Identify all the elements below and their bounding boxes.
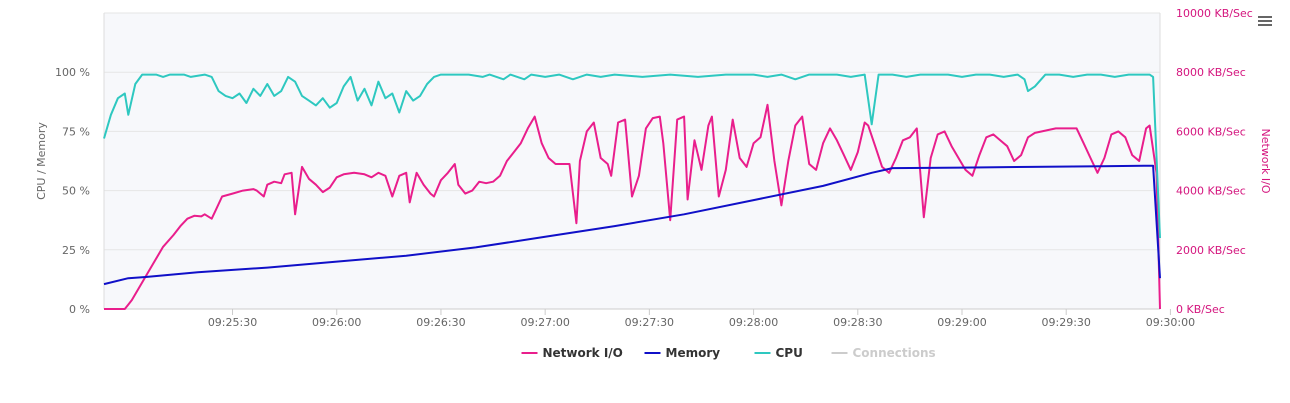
x-tick-label: 09:28:30: [833, 316, 882, 329]
legend-label: Connections: [853, 346, 936, 360]
series-line-cpu: [103, 73, 1161, 239]
series-group: [103, 73, 1161, 310]
y-left-tick-label: 100 %: [55, 66, 90, 79]
legend-label: Network I/O: [543, 346, 623, 360]
x-tick-label: 09:29:30: [1042, 316, 1091, 329]
y-right-tick-label: 10000 KB/Sec: [1176, 7, 1253, 20]
legend[interactable]: Network I/O Memory CPU Connections: [521, 346, 936, 360]
x-tick-label: 09:27:30: [625, 316, 674, 329]
grid: [103, 12, 1161, 310]
y-axis-left: 0 % 25 % 50 % 75 % 100 %: [55, 66, 90, 316]
legend-item-connections[interactable]: Connections: [831, 346, 936, 360]
x-tick-label: 09:27:00: [520, 316, 569, 329]
y-right-tick-label: 4000 KB/Sec: [1176, 185, 1246, 198]
legend-item-memory[interactable]: Memory: [644, 346, 721, 360]
x-axis: 09:25:30 09:26:00 09:26:30 09:27:00 09:27:30…: [208, 309, 1195, 329]
series-line-network-i-o: [104, 103, 1161, 310]
plot-background: [104, 13, 1160, 309]
x-tick-label: 09:26:30: [416, 316, 465, 329]
y-right-tick-label: 2000 KB/Sec: [1176, 244, 1246, 257]
y-right-tick-label: 6000 KB/Sec: [1176, 125, 1246, 138]
y-left-tick-label: 0 %: [69, 303, 90, 316]
x-tick-label: 09:26:00: [312, 316, 361, 329]
y-axis-right: 0 KB/Sec 2000 KB/Sec 4000 KB/Sec 6000 KB/Se…: [1176, 7, 1253, 316]
legend-item-network-i-o[interactable]: Network I/O: [521, 346, 623, 360]
y-left-tick-label: 50 %: [62, 185, 90, 198]
legend-label: CPU: [776, 346, 803, 360]
y-left-tick-label: 75 %: [62, 125, 90, 138]
y-right-tick-label: 8000 KB/Sec: [1176, 66, 1246, 79]
x-tick-label: 09:29:00: [937, 316, 986, 329]
y-left-tick-label: 25 %: [62, 244, 90, 257]
x-tick-label: 09:28:00: [729, 316, 778, 329]
legend-item-cpu[interactable]: CPU: [754, 346, 803, 360]
y-axis-right-title: Network I/O: [1259, 128, 1272, 193]
y-axis-left-title: CPU / Memory: [35, 122, 48, 200]
x-tick-label: 09:25:30: [208, 316, 257, 329]
y-right-tick-label: 0 KB/Sec: [1176, 303, 1225, 316]
series-line-memory: [103, 164, 1161, 286]
hamburger-icon[interactable]: [1258, 16, 1272, 30]
x-tick-label: 09:30:00: [1146, 316, 1195, 329]
legend-label: Memory: [666, 346, 721, 360]
